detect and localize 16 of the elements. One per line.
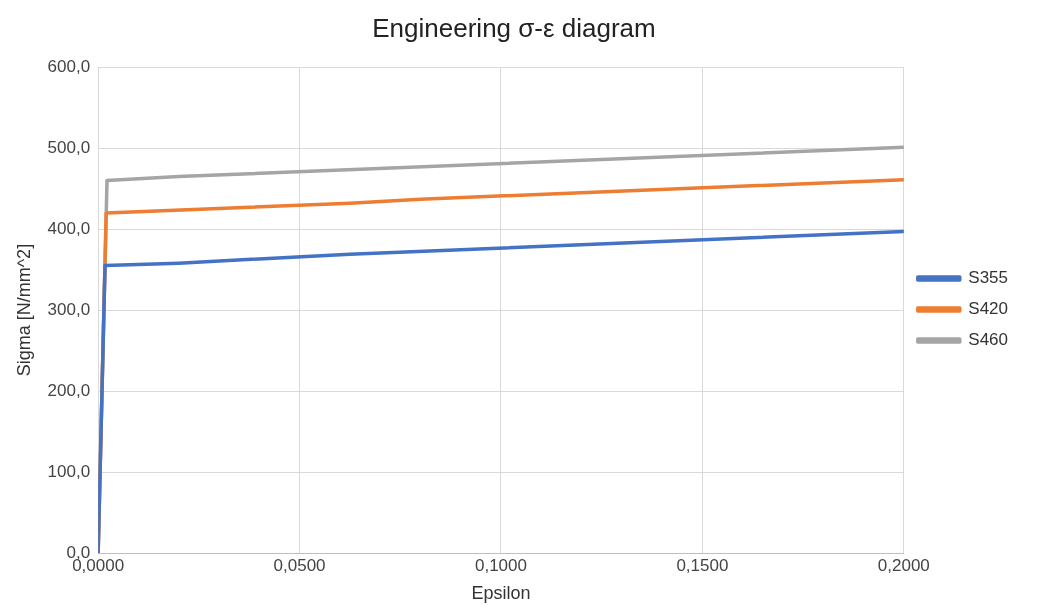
x-tick-label: 0,0500 <box>273 555 326 575</box>
legend-label: S420 <box>968 299 1008 319</box>
x-axis-title: Epsilon <box>471 583 531 604</box>
legend-label: S355 <box>968 268 1008 288</box>
y-tick-label: 400,0 <box>47 218 91 238</box>
x-tick-label: 0,2000 <box>877 555 930 575</box>
y-tick-label: 600,0 <box>47 56 91 76</box>
chart-title: Engineering σ-ε diagram <box>372 12 656 43</box>
y-tick-label: 200,0 <box>47 380 91 400</box>
x-tick-label: 0,1500 <box>676 555 729 575</box>
legend-label: S460 <box>968 330 1008 350</box>
y-tick-label: 500,0 <box>47 137 91 157</box>
y-axis-title: Sigma [N/mm^2] <box>13 243 34 377</box>
y-tick-label: 100,0 <box>47 461 91 481</box>
x-tick-label: 0,1000 <box>474 555 527 575</box>
y-tick-label: 300,0 <box>47 299 91 319</box>
